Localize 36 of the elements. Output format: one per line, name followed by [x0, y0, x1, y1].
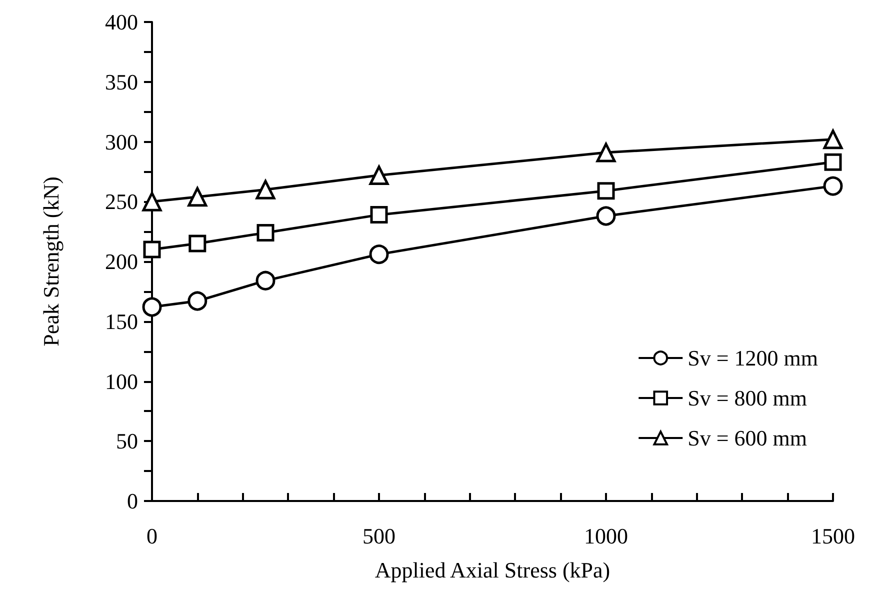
- y-tick-label: 400: [105, 10, 138, 34]
- point: [824, 153, 842, 171]
- point: [597, 182, 615, 200]
- point: [369, 244, 389, 264]
- point: [188, 234, 206, 252]
- point: [596, 206, 616, 226]
- y-tick-label: 0: [127, 488, 138, 514]
- point: [188, 187, 208, 207]
- y-tick-label: 50: [116, 428, 138, 454]
- point: [188, 291, 208, 311]
- point: [823, 176, 843, 196]
- point: [143, 240, 161, 258]
- point: [369, 166, 389, 186]
- point: [256, 270, 276, 290]
- y-tick-label: 150: [105, 308, 138, 334]
- legend-label: Sv = 600 mm: [688, 426, 808, 450]
- legend-label: Sv = 1200 mm: [688, 346, 818, 370]
- point: [823, 130, 843, 150]
- y-tick-label: 100: [105, 368, 138, 394]
- x-tick-label: 1000: [584, 524, 628, 548]
- y-tick-label: 300: [105, 129, 138, 154]
- point: [370, 206, 388, 224]
- y-tick-label: 250: [105, 189, 138, 214]
- y-tick-label: 350: [105, 69, 138, 94]
- x-tick-label: 0: [146, 524, 158, 548]
- point: [142, 192, 162, 212]
- y-tick-label: 200: [105, 249, 138, 274]
- point: [256, 224, 274, 242]
- x-tick-label: 1500: [811, 524, 855, 548]
- point: [142, 297, 162, 317]
- legend-label: Sv = 800 mm: [688, 386, 808, 410]
- point: [256, 180, 276, 200]
- x-axis-title: Applied Axial Stress (kPa): [374, 558, 610, 582]
- x-tick-label: 500: [362, 524, 396, 548]
- point: [596, 142, 616, 162]
- y-axis-title: Peak Strength (kN): [38, 176, 64, 346]
